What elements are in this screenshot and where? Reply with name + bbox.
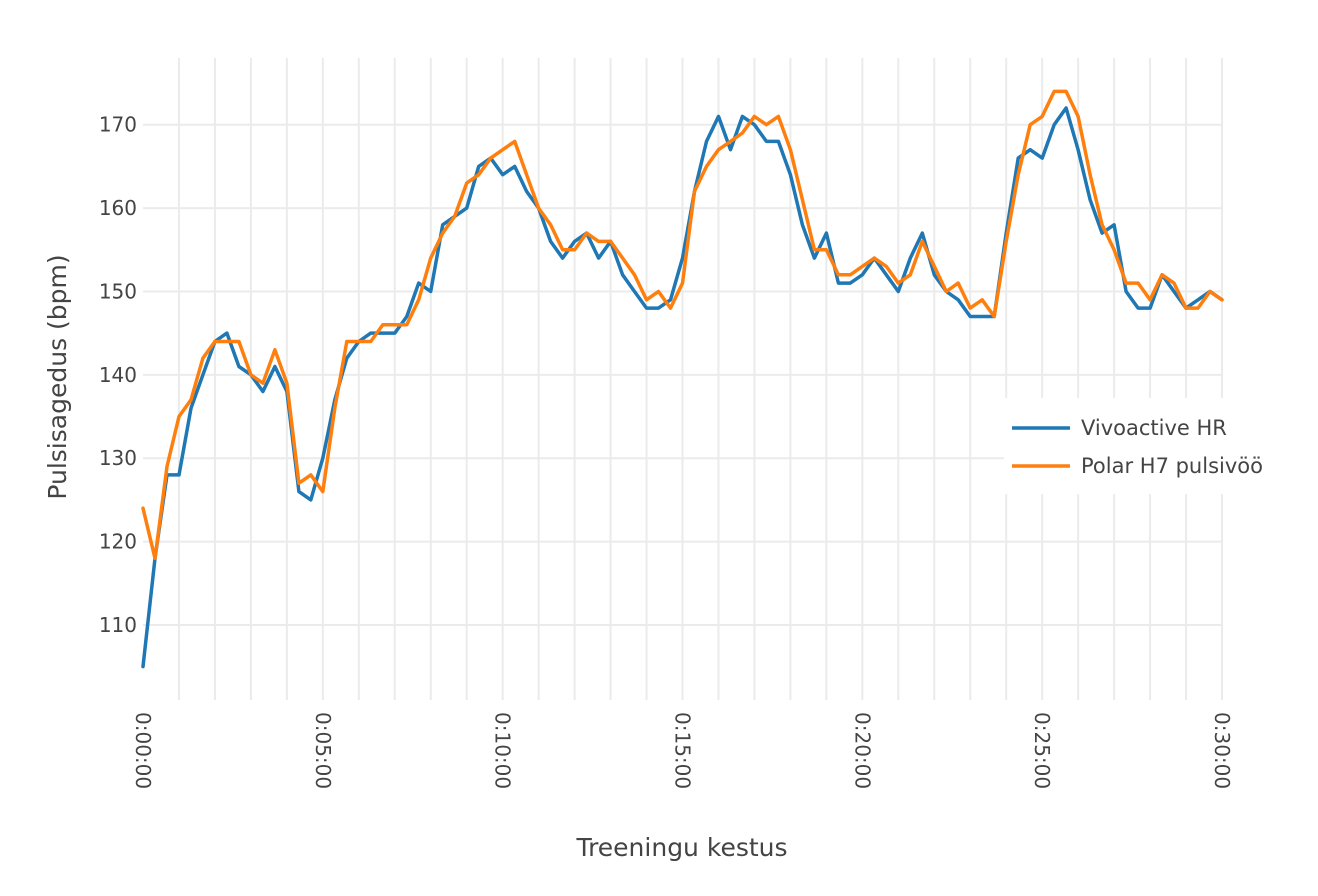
y-tick-labels: 110 120 130 140 150 160 170	[99, 113, 137, 637]
y-tick-label: 110	[99, 613, 137, 637]
y-tick-label: 170	[99, 113, 137, 137]
y-tick-label: 140	[99, 363, 137, 387]
y-tick-label: 130	[99, 446, 137, 470]
series-line-2	[141, 89, 1224, 561]
series-lines	[141, 89, 1224, 669]
x-tick-label: 0:20:00	[850, 712, 874, 789]
x-tick-labels: 0:00:00 0:05:00 0:10:00 0:15:00 0:20:00 0:25:…	[131, 712, 1234, 789]
y-tick-label: 160	[99, 196, 137, 220]
legend: Vivoactive HR Polar H7 pulsivöö	[1004, 398, 1284, 494]
y-axis-title: Pulsisagedus (bpm)	[43, 254, 72, 499]
x-tick-label: 0:30:00	[1210, 712, 1234, 789]
series-line-1	[141, 106, 1224, 669]
legend-background	[1004, 398, 1284, 494]
x-tick-label: 0:00:00	[131, 712, 155, 789]
x-tick-label: 0:10:00	[491, 712, 515, 789]
legend-label: Vivoactive HR	[1081, 416, 1227, 440]
x-tick-label: 0:25:00	[1030, 712, 1054, 789]
x-gridlines	[177, 58, 1223, 700]
y-tick-label: 150	[99, 279, 137, 303]
legend-label: Polar H7 pulsivöö	[1081, 454, 1263, 478]
x-tick-label: 0:15:00	[671, 712, 695, 789]
x-axis-title: Treeningu kestus	[575, 833, 787, 862]
x-tick-label: 0:05:00	[311, 712, 335, 789]
y-tick-label: 120	[99, 530, 137, 554]
